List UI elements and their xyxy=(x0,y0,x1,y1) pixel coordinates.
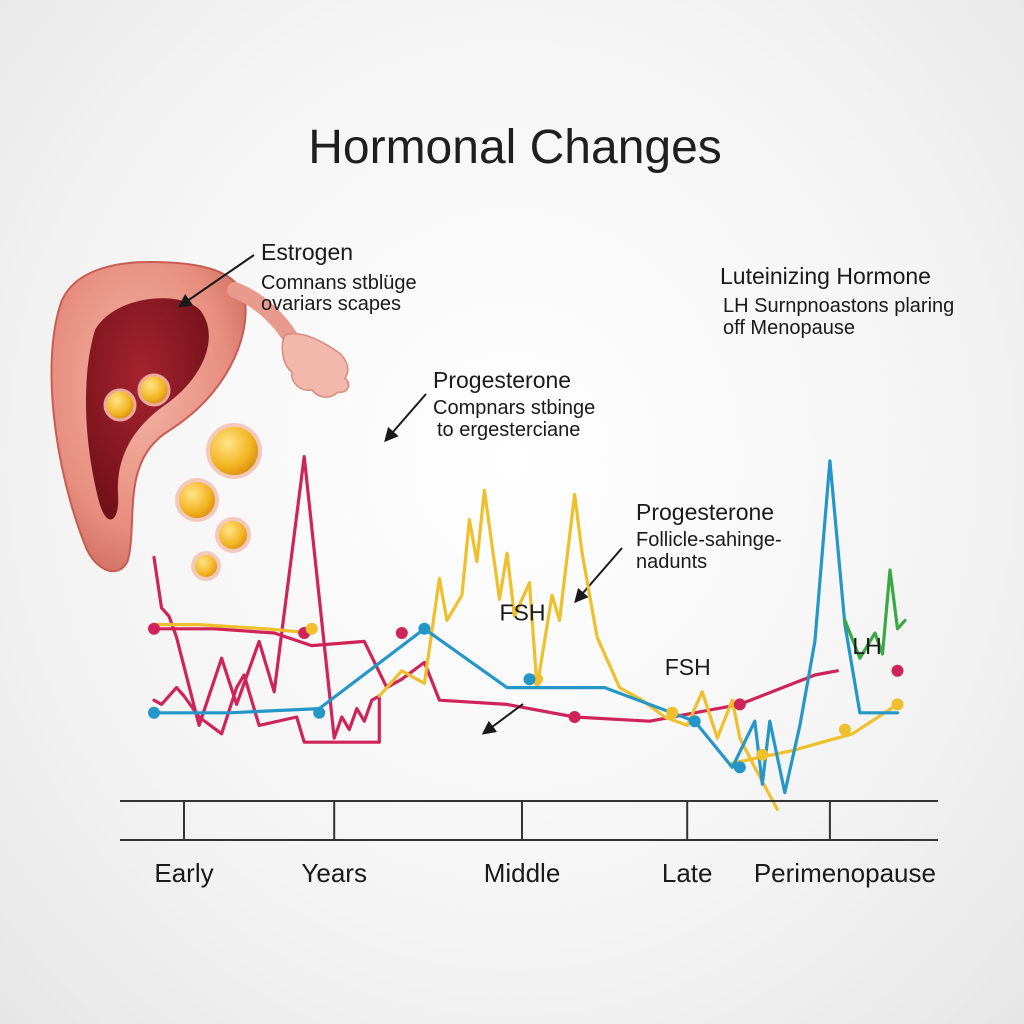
data-point-progesterone xyxy=(838,723,851,736)
annotation-progesterone-1: Progesterone Compnars stbinge to ergeste… xyxy=(384,367,595,443)
x-tick-label: Early xyxy=(154,858,213,888)
follicle-bubbles xyxy=(175,423,262,581)
tick-group: Early Years Middle Late Perimenopause xyxy=(154,801,936,888)
x-tick-label: Late xyxy=(662,858,713,888)
annotation-arrow xyxy=(177,254,255,308)
annotation-estrogen: Estrogen Comnans stblüge ovariars scapes xyxy=(177,239,417,315)
annotation-line: Follicle-sahinge- xyxy=(636,529,782,551)
data-point-estrogen xyxy=(395,627,408,639)
data-point-progesterone xyxy=(666,706,679,719)
data-point-fsh xyxy=(688,715,701,728)
annotation-heading: Luteinizing Hormone xyxy=(720,263,931,289)
annotation-line: nadunts xyxy=(636,551,707,573)
data-point-fsh xyxy=(418,622,431,635)
x-axis: Early Years Middle Late Perimenopause xyxy=(120,800,938,888)
data-point-progesterone xyxy=(756,748,769,761)
fsh-arrow xyxy=(481,703,524,735)
data-point-estrogen xyxy=(891,664,904,677)
data-point-progesterone xyxy=(305,622,318,635)
data-point-estrogen xyxy=(733,698,746,711)
series-line-progesterone xyxy=(377,488,779,811)
annotation-line: ovariars scapes xyxy=(261,293,401,315)
series-label-lh: LH xyxy=(852,633,881,659)
series-label-fsh: FSH xyxy=(500,599,546,625)
data-point-progesterone xyxy=(891,698,904,711)
annotation-line: to ergesterciane xyxy=(437,419,580,441)
data-point-fsh xyxy=(523,673,536,686)
series-line-progesterone_base xyxy=(152,623,314,635)
annotation-line: Comnans stblüge xyxy=(261,272,417,294)
series-line-fsh xyxy=(152,459,900,795)
annotation-line: Compnars stbinge xyxy=(433,397,595,419)
annotation-progesterone-2: Progesterone Follicle-sahinge- nadunts xyxy=(574,499,782,604)
annotation-arrow xyxy=(384,393,427,443)
annotation-luteinizing-hormone: Luteinizing Hormone LH Surnpnoastons pla… xyxy=(720,263,954,339)
series-label-fsh: FSH xyxy=(665,654,711,680)
annotation-line: off Menopause xyxy=(723,317,855,339)
x-tick-label: Years xyxy=(301,858,367,888)
data-point-fsh xyxy=(733,761,746,774)
marker-group xyxy=(148,622,904,774)
annotation-heading: Progesterone xyxy=(433,367,571,393)
x-tick-label: Perimenopause xyxy=(754,858,936,888)
data-point-estrogen xyxy=(568,711,581,723)
annotation-line: LH Surnpnoastons plaring xyxy=(723,295,954,317)
chart-title: Hormonal Changes xyxy=(308,121,722,174)
x-tick-label: Middle xyxy=(484,858,561,888)
data-point-fsh xyxy=(313,706,326,719)
uterus-ovary-illustration xyxy=(50,260,350,572)
series-line-estrogen xyxy=(152,455,381,744)
data-point-estrogen xyxy=(148,622,160,635)
series-group xyxy=(152,455,907,811)
annotation-arrow xyxy=(574,547,623,604)
series-line-lh xyxy=(843,568,907,660)
data-point-fsh xyxy=(148,706,160,719)
annotation-heading: Estrogen xyxy=(261,239,353,265)
annotation-heading: Progesterone xyxy=(636,499,774,525)
